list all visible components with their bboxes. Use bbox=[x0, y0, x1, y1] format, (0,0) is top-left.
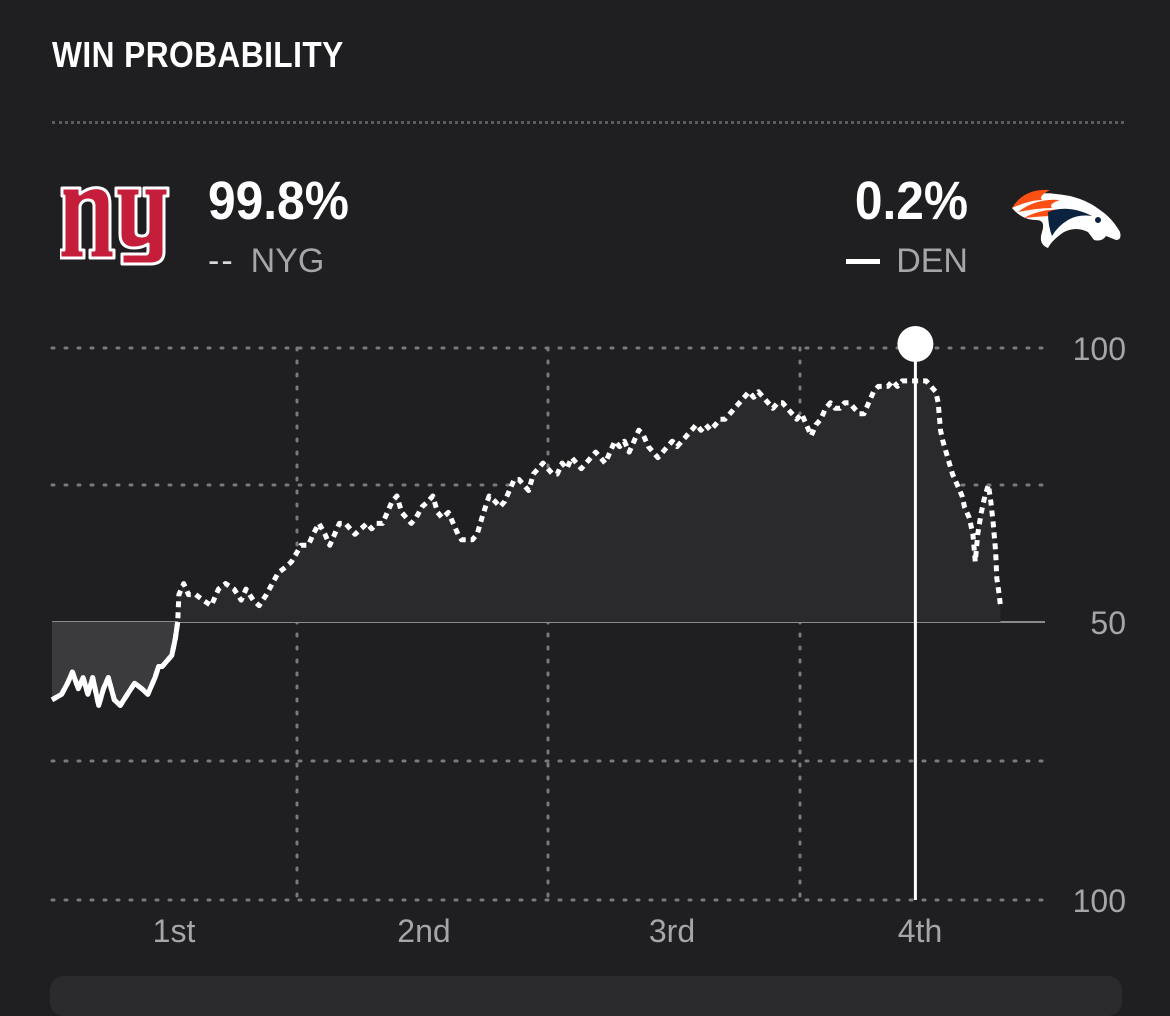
y-tick-label: 100 bbox=[1073, 331, 1126, 367]
dashed-line-key-icon: -- bbox=[208, 242, 235, 280]
x-tick-label: 3rd bbox=[649, 913, 695, 949]
y-tick-label: 50 bbox=[1090, 605, 1126, 641]
solid-line-key-icon bbox=[846, 259, 881, 264]
chart-scrubber[interactable] bbox=[897, 326, 934, 900]
bottom-card bbox=[50, 976, 1122, 1016]
home-team-abbr: NYG bbox=[250, 242, 325, 280]
page-title: WIN PROBABILITY bbox=[52, 34, 344, 75]
home-team-key: -- NYG bbox=[208, 242, 324, 281]
away-team-abbr: DEN bbox=[896, 242, 968, 280]
home-win-pct: 99.8% bbox=[208, 171, 349, 231]
away-win-pct: 0.2% bbox=[854, 171, 968, 231]
x-tick-label: 2nd bbox=[397, 913, 450, 949]
away-team-key: DEN bbox=[846, 242, 968, 281]
chart-area-fill bbox=[52, 380, 1001, 706]
series-line-nyg bbox=[50, 378, 1003, 708]
scrubber-handle[interactable] bbox=[897, 326, 934, 362]
giants-ny-logo-icon bbox=[60, 186, 170, 266]
x-tick-label: 1st bbox=[153, 913, 196, 949]
win-probability-chart: 100 50 100 1st 2nd 3rd 4th bbox=[50, 326, 1126, 949]
chart-axis-labels: 100 50 100 1st 2nd 3rd 4th bbox=[153, 331, 1126, 949]
broncos-logo-icon bbox=[1012, 189, 1121, 248]
series-line-den bbox=[50, 621, 181, 708]
area-fill-den bbox=[52, 622, 178, 706]
chart-series bbox=[50, 378, 1003, 708]
area-fill bbox=[52, 380, 1001, 706]
x-tick-label: 4th bbox=[898, 913, 942, 949]
y-tick-label: 100 bbox=[1073, 883, 1126, 919]
header-divider bbox=[52, 121, 1124, 124]
